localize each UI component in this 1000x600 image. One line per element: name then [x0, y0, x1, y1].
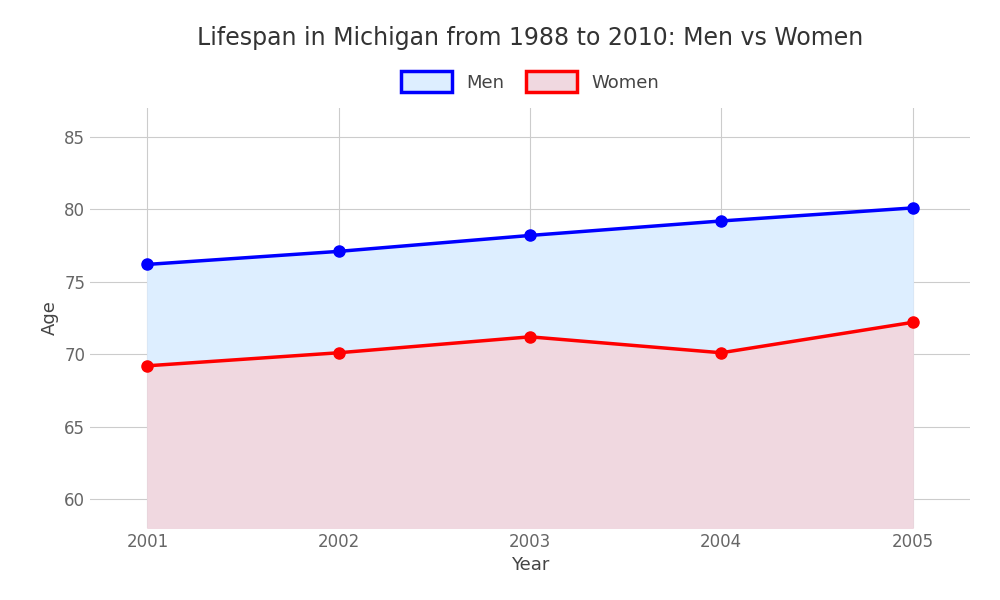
Legend: Men, Women: Men, Women: [392, 62, 668, 101]
X-axis label: Year: Year: [511, 556, 549, 574]
Y-axis label: Age: Age: [41, 301, 59, 335]
Title: Lifespan in Michigan from 1988 to 2010: Men vs Women: Lifespan in Michigan from 1988 to 2010: …: [197, 26, 863, 50]
